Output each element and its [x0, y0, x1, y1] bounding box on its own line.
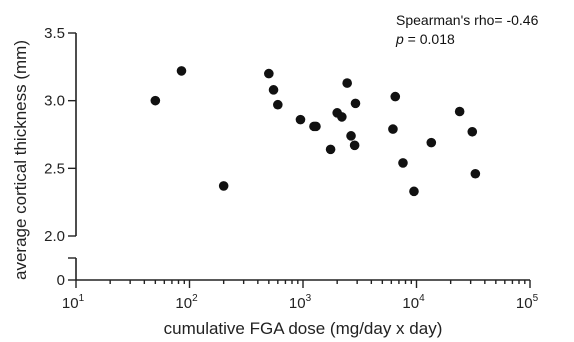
- y-axis-ticks: 2.0 2.5 3.0 3.5 0: [44, 25, 76, 289]
- data-point: [264, 68, 274, 79]
- x-tick-label: 102: [175, 293, 198, 312]
- data-point: [349, 140, 360, 151]
- y-axis-title: average cortical thickness (mm): [11, 40, 30, 280]
- p-symbol: p: [395, 31, 404, 47]
- data-point: [350, 98, 361, 109]
- data-point: [325, 144, 336, 155]
- y-tick-label: 2.0: [44, 228, 65, 245]
- x-tick-label: 104: [402, 293, 425, 312]
- data-point: [150, 95, 161, 106]
- y-tick-label: 2.5: [44, 160, 65, 177]
- data-point: [398, 158, 408, 168]
- p-value: = 0.018: [404, 31, 455, 47]
- data-point: [390, 91, 401, 102]
- y-tick-label: 0: [57, 272, 65, 289]
- y-tick-label: 3.5: [44, 25, 65, 42]
- data-point: [342, 78, 352, 88]
- data-point: [346, 131, 356, 141]
- data-point: [337, 112, 347, 122]
- data-point: [426, 137, 437, 148]
- data-point: [176, 66, 187, 76]
- x-tick-label: 101: [62, 293, 85, 312]
- data-point: [470, 168, 481, 179]
- x-tick-label: 105: [516, 293, 539, 312]
- data-point: [218, 181, 229, 191]
- data-point: [467, 126, 478, 137]
- data-point: [295, 114, 306, 125]
- data-point: [273, 99, 283, 110]
- data-points: [150, 66, 481, 197]
- data-point: [268, 85, 279, 95]
- data-point: [454, 106, 465, 117]
- data-point: [409, 186, 419, 197]
- x-axis-title: cumulative FGA dose (mg/day x day): [164, 319, 443, 338]
- y-tick-label: 3.0: [44, 93, 65, 110]
- data-point: [311, 121, 321, 132]
- spearman-annotation: Spearman's rho= -0.46: [396, 12, 539, 28]
- axes: [75, 33, 530, 281]
- data-point: [388, 124, 398, 134]
- x-tick-label: 103: [289, 293, 312, 312]
- p-value-annotation: p = 0.018: [395, 31, 455, 47]
- x-axis-ticks: 101 102 103 104 105: [62, 280, 539, 312]
